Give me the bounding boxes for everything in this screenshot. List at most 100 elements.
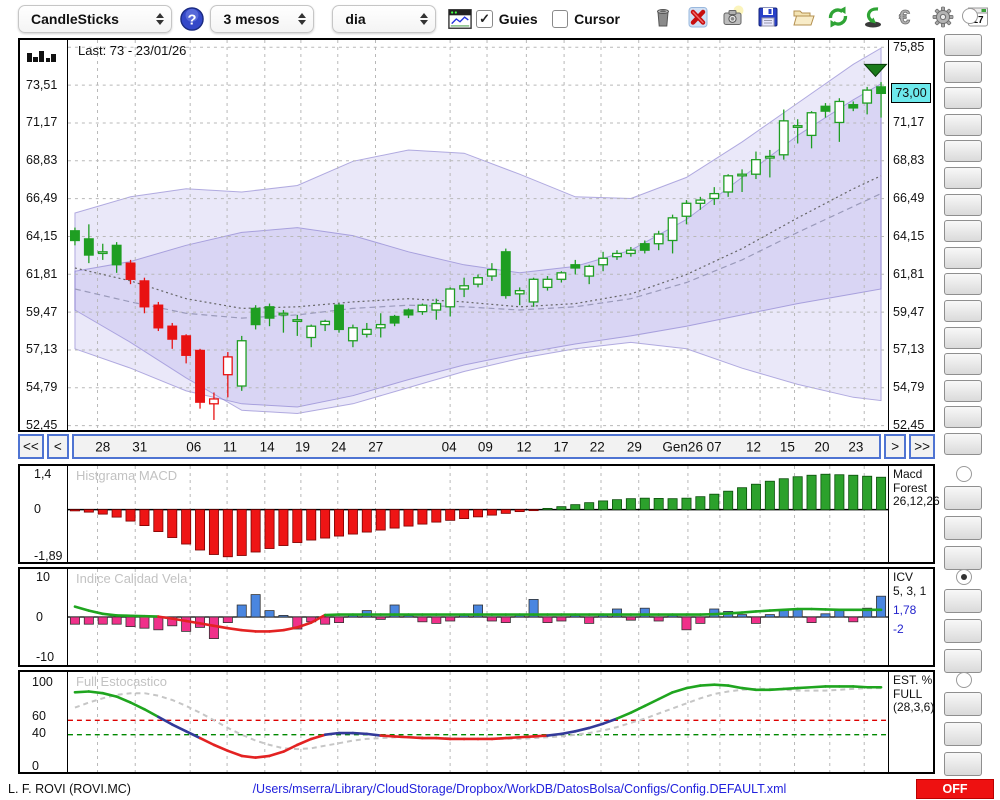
interval-select[interactable]: dia bbox=[332, 5, 437, 33]
euro-icon: € bbox=[896, 5, 920, 34]
indicator-panel-tool-button[interactable] bbox=[944, 60, 989, 94]
macd-updown-arrows-button[interactable] bbox=[944, 486, 988, 520]
est-panel-radio[interactable] bbox=[956, 672, 972, 688]
config-path: /Users/mserra/Library/CloudStorage/Dropb… bbox=[252, 782, 787, 796]
forbid-tool-button[interactable] bbox=[944, 379, 984, 416]
arrow-up-blue-tool-button[interactable] bbox=[944, 246, 982, 282]
trendline-tool-button[interactable] bbox=[944, 167, 984, 200]
axis-tick-label: 10 bbox=[36, 569, 50, 584]
icv-lines-percent-button[interactable]: % bbox=[944, 619, 987, 656]
macd-panel: 1,4 0 -1,89 Histgrama MACD Macd Forest 26,… bbox=[18, 464, 940, 564]
est-updown-arrows-button[interactable] bbox=[944, 692, 988, 726]
rows-tool-button[interactable] bbox=[944, 300, 985, 331]
axis-tick-label: 1,4 bbox=[34, 467, 52, 482]
guies-checkbox[interactable] bbox=[476, 10, 493, 28]
est-curve-button[interactable] bbox=[944, 752, 989, 786]
delete-button[interactable] bbox=[685, 6, 711, 32]
icv-plot[interactable]: Indice Calidad Vela bbox=[67, 569, 889, 665]
nav-prev-button[interactable]: < bbox=[46, 434, 69, 459]
axis-tick-label: 52,45 bbox=[893, 418, 925, 433]
macd-axis: 1,4 0 -1,89 bbox=[20, 466, 67, 564]
record-tool-button[interactable] bbox=[944, 406, 982, 441]
axis-tick-label: 54,79 bbox=[26, 380, 58, 395]
chart-window-button[interactable] bbox=[448, 6, 473, 32]
date-label: 20 bbox=[814, 439, 830, 454]
axis-tick-label: 59,47 bbox=[893, 304, 925, 319]
axis-tick-label: 100 bbox=[32, 674, 53, 689]
macd-params-label: Macd Forest 26,12,26 bbox=[893, 467, 940, 508]
axis-tick-label: 73,51 bbox=[26, 77, 58, 92]
lines-percent-tool-button[interactable]: % bbox=[944, 353, 987, 389]
icv-value-2: -2 bbox=[893, 622, 904, 636]
euro-button[interactable]: € bbox=[895, 6, 921, 32]
interval-value: dia bbox=[345, 11, 366, 27]
macd-title: Histgrama MACD bbox=[76, 468, 178, 483]
off-toggle[interactable]: OFF bbox=[916, 779, 994, 799]
current-price-badge: 73,00 bbox=[891, 83, 931, 104]
axis-tick-label: 68,83 bbox=[893, 153, 925, 168]
arrow-down-red-tool-button[interactable] bbox=[944, 220, 982, 257]
date-label: 11 bbox=[223, 439, 238, 454]
delete-icon bbox=[686, 5, 710, 34]
axis-tick-label: 68,83 bbox=[26, 153, 58, 168]
cursor-checkbox[interactable] bbox=[551, 10, 569, 28]
date-label: 29 bbox=[626, 439, 642, 454]
trash-button[interactable] bbox=[650, 6, 676, 32]
stochastic-panel: 100 60 40 0 Full Estocastico EST. % FULL (2… bbox=[18, 670, 935, 774]
icv-curve-button[interactable] bbox=[944, 649, 989, 683]
axis-tick-label: 52,45 bbox=[26, 418, 58, 433]
refresh-icon bbox=[826, 5, 850, 34]
hline-red-tool-button[interactable] bbox=[944, 87, 988, 112]
axis-tick-label: 75,85 bbox=[893, 39, 925, 54]
axis-tick-label: 71,17 bbox=[26, 115, 58, 130]
axis-tick-label: 66,49 bbox=[893, 191, 925, 206]
undo-icon bbox=[861, 5, 885, 34]
icv-panel-radio[interactable] bbox=[956, 569, 972, 585]
add-marker-tool-button[interactable] bbox=[944, 273, 989, 308]
stochastic-params-label: EST. % FULL (28,3,6) bbox=[893, 673, 935, 714]
top-right-radio[interactable] bbox=[962, 8, 978, 24]
open-button[interactable] bbox=[790, 6, 816, 32]
date-label: 19 bbox=[295, 439, 311, 454]
save-button[interactable] bbox=[755, 6, 781, 32]
date-label: 09 bbox=[477, 439, 493, 454]
stochastic-axis: 100 60 40 0 bbox=[20, 672, 67, 774]
chart-type-select[interactable]: CandleSticks bbox=[18, 5, 173, 33]
est-lines-percent-button[interactable]: % bbox=[944, 722, 987, 759]
settings-button[interactable] bbox=[930, 6, 956, 32]
date-label: Gen26 bbox=[662, 439, 703, 454]
candlestick-plot[interactable]: Last: 73 - 23/01/26 bbox=[67, 40, 889, 430]
date-label: 12 bbox=[746, 439, 762, 454]
nav-last-button[interactable]: >> bbox=[909, 434, 935, 459]
snapshot-icon bbox=[721, 5, 745, 34]
zoom-tool-button[interactable] bbox=[944, 34, 984, 70]
swap-tool-button[interactable] bbox=[944, 433, 982, 468]
toolbar: CandleSticks ? 3 mesos dia Guies Cursor … bbox=[0, 0, 1000, 38]
icv-title: Indice Calidad Vela bbox=[76, 571, 188, 586]
icv-params-label: ICV 5, 3, 1 bbox=[893, 570, 927, 598]
vscale-percent-tool-button[interactable]: % bbox=[944, 326, 985, 362]
channel-tool-button[interactable] bbox=[944, 140, 986, 175]
axis-tick-label: -1,89 bbox=[34, 549, 63, 564]
axis-tick-label: -10 bbox=[36, 649, 55, 664]
macd-lines-percent-button[interactable]: % bbox=[944, 516, 987, 553]
hline-blue-tool-button[interactable] bbox=[944, 113, 988, 138]
help-button[interactable]: ? bbox=[180, 6, 205, 32]
nav-next-button[interactable]: > bbox=[884, 434, 907, 459]
period-select[interactable]: 3 mesos bbox=[210, 5, 315, 33]
guies-label: Guies bbox=[498, 11, 538, 27]
macd-curve-button[interactable] bbox=[944, 546, 989, 580]
icv-updown-arrows-button[interactable] bbox=[944, 589, 988, 623]
nav-first-button[interactable]: << bbox=[18, 434, 44, 459]
undo-button[interactable] bbox=[860, 6, 886, 32]
sigma-trend-tool-button[interactable]: Σ bbox=[944, 193, 985, 229]
date-label: 31 bbox=[132, 439, 148, 454]
volume-bars-icon bbox=[26, 48, 58, 66]
refresh-button[interactable] bbox=[825, 6, 851, 32]
snapshot-button[interactable] bbox=[720, 5, 746, 34]
macd-plot[interactable]: Histgrama MACD bbox=[67, 466, 889, 562]
stochastic-plot[interactable]: Full Estocastico bbox=[67, 672, 889, 772]
macd-panel-radio[interactable] bbox=[956, 466, 972, 482]
status-bar: L. F. ROVI (ROVI.MC) /Users/mserra/Libra… bbox=[0, 776, 1000, 800]
axis-tick-label: 40 bbox=[32, 725, 46, 740]
